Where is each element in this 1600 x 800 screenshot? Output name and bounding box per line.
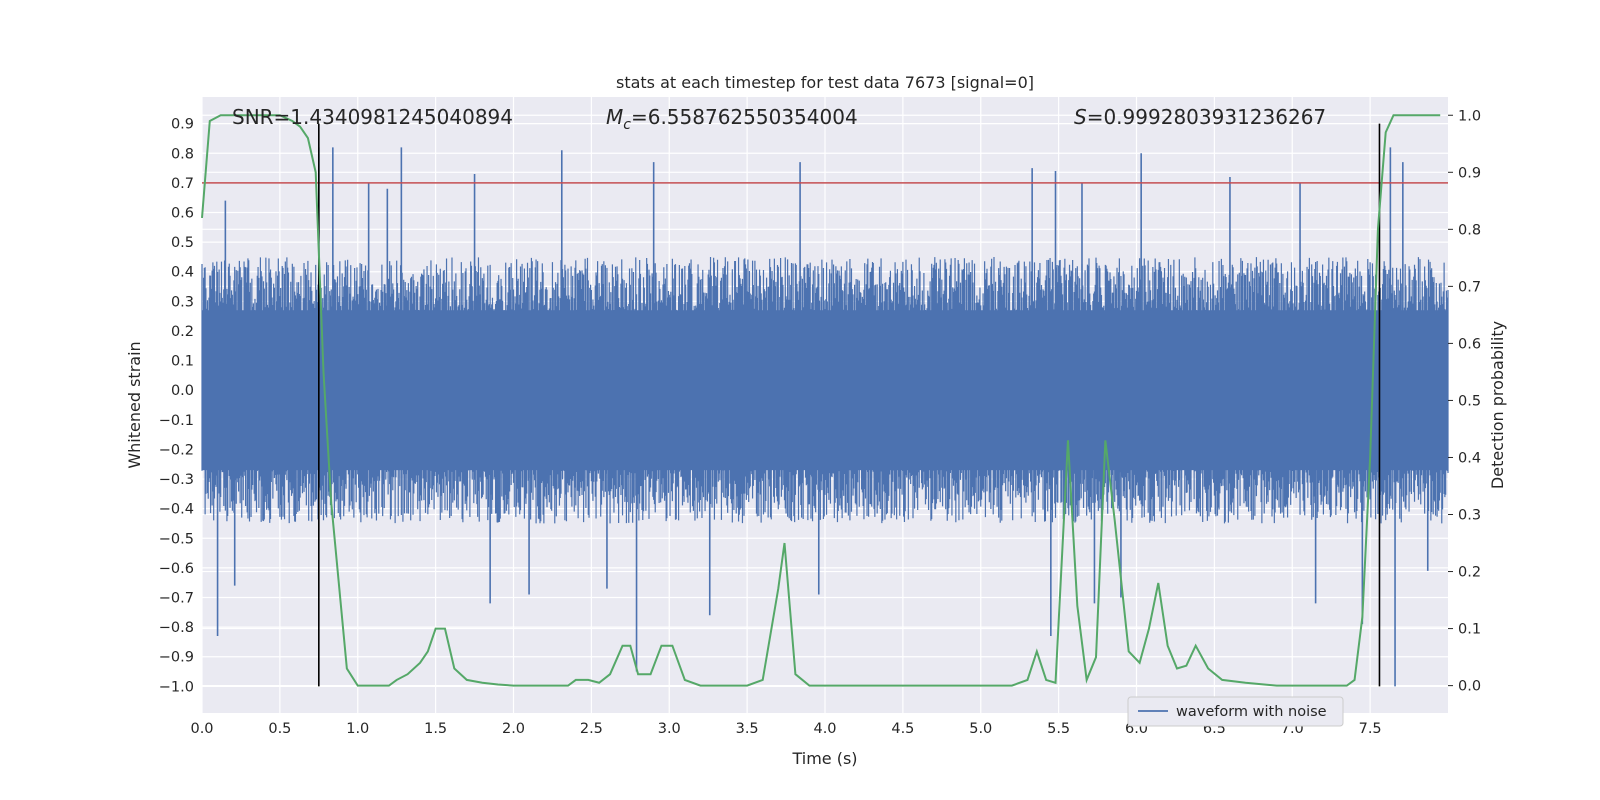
y-tick-label: −0.7 <box>159 591 194 607</box>
y2-tick-label: 0.4 <box>1458 450 1481 466</box>
y-tick-label: 0.3 <box>171 294 194 310</box>
y2-tick-label: 0.3 <box>1458 508 1481 524</box>
legend-label: waveform with noise <box>1176 704 1327 720</box>
overlay-lines <box>201 114 1448 687</box>
y-tick-label: −0.1 <box>159 413 194 429</box>
y-tick-label: 0.1 <box>171 354 194 370</box>
s-value: =0.9992803931236267 <box>1087 105 1326 129</box>
s-annotation: S=0.9992803931236267 <box>1074 105 1326 129</box>
y2-tick-label: 0.6 <box>1458 336 1481 352</box>
y-tick-label: −0.9 <box>159 650 194 666</box>
x-axis-label: Time (s) <box>791 749 857 768</box>
y-tick-label: 0.4 <box>171 265 194 281</box>
y2-tick-label: 0.5 <box>1458 393 1481 409</box>
x-tick-label: 5.5 <box>1047 721 1070 737</box>
chirp-mass-symbol: M <box>606 105 623 129</box>
legend: waveform with noise <box>1127 696 1344 727</box>
y-tick-label: −0.3 <box>159 472 194 488</box>
chirp-mass-subscript: c <box>623 117 631 133</box>
x-tick-label: 4.0 <box>813 721 836 737</box>
x-tick-label: 0.0 <box>190 721 213 737</box>
y2-tick-label: 0.8 <box>1458 222 1481 238</box>
s-symbol: S <box>1074 105 1087 129</box>
x-tick-label: 1.5 <box>424 721 447 737</box>
snr-annotation: SNR=1.4340981245040894 <box>232 105 513 129</box>
x-tick-label: 3.0 <box>658 721 681 737</box>
y2-axis-label: Detection probability <box>1488 321 1507 489</box>
y-tick-label: 0.2 <box>171 324 194 340</box>
y-tick-label: −0.5 <box>159 531 194 547</box>
x-tick-label: 4.5 <box>891 721 914 737</box>
y-tick-label: 0.8 <box>171 146 194 162</box>
y2-tick-label: 1.0 <box>1458 108 1481 124</box>
axis-ticks: 0.0 0.5 1.0 1.5 2.0 2.5 3.0 3.5 4.0 4.5 5.0 5.5 6.0 6… <box>159 108 1481 737</box>
x-tick-label: 2.5 <box>580 721 603 737</box>
y-tick-label: −0.4 <box>159 502 194 518</box>
y-tick-label: 0.7 <box>171 176 194 192</box>
waveform-core-band <box>202 310 1448 471</box>
y-tick-label: 0.6 <box>171 206 194 222</box>
waveform-series <box>201 147 1449 687</box>
y2-tick-label: 0.7 <box>1458 279 1481 295</box>
y2-tick-label: 0.9 <box>1458 165 1481 181</box>
y-tick-label: 0.5 <box>171 235 194 251</box>
y-tick-label: −0.6 <box>159 561 194 577</box>
x-tick-label: 2.0 <box>502 721 525 737</box>
y-tick-label: 0.9 <box>171 117 194 133</box>
chirp-mass-value: =6.558762550354004 <box>631 105 858 129</box>
x-tick-label: 3.5 <box>736 721 759 737</box>
y-tick-label: −0.2 <box>159 442 194 458</box>
y-tick-label: −1.0 <box>159 679 194 695</box>
x-tick-label: 5.0 <box>969 721 992 737</box>
chirp-mass-annotation: Mc=6.558762550354004 <box>606 105 858 133</box>
y-tick-label: −0.8 <box>159 620 194 636</box>
y2-tick-label: 0.1 <box>1458 622 1481 638</box>
x-tick-label: 7.5 <box>1359 721 1382 737</box>
y-tick-label: 0.0 <box>171 383 194 399</box>
legend-box <box>1127 696 1344 727</box>
y2-tick-label: 0.0 <box>1458 679 1481 695</box>
detection-probability-line <box>201 114 1441 687</box>
y-axis-label: Whitened strain <box>125 341 144 468</box>
x-tick-label: 0.5 <box>268 721 291 737</box>
chart-title: stats at each timestep for test data 767… <box>616 73 1034 92</box>
y2-tick-label: 0.2 <box>1458 565 1481 581</box>
x-tick-label: 1.0 <box>346 721 369 737</box>
